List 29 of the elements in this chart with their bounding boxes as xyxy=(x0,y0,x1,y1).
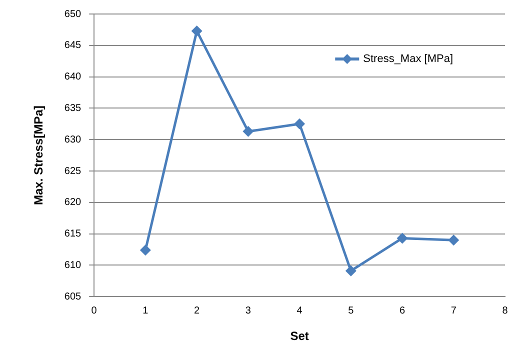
x-tick-label: 3 xyxy=(245,305,252,316)
point xyxy=(396,232,408,244)
point xyxy=(294,118,306,130)
y-axis-title: Max. Stress[MPa] xyxy=(32,106,46,205)
x-tick-label: 8 xyxy=(502,305,508,316)
x-axis-title: Set xyxy=(290,329,309,344)
y-tick-label: 635 xyxy=(64,102,82,114)
x-tick-label: 7 xyxy=(450,305,457,316)
legend-label: Stress_Max [MPa] xyxy=(363,53,453,66)
point xyxy=(140,244,151,256)
x-tick-label: 5 xyxy=(348,305,354,316)
y-tick-label: 650 xyxy=(64,8,82,20)
x-tick-label: 6 xyxy=(399,305,406,316)
point xyxy=(191,25,202,36)
x-tick-label: 0 xyxy=(91,305,98,316)
point xyxy=(345,265,356,276)
y-tick-label: 605 xyxy=(64,291,82,302)
y-tick-label: 625 xyxy=(64,166,82,177)
y-tick-label: 640 xyxy=(64,72,82,83)
x-tick-label: 2 xyxy=(194,305,200,316)
x-tick-label: 1 xyxy=(142,305,149,316)
y-tick-label: 630 xyxy=(64,134,82,146)
point xyxy=(242,126,254,137)
x-tick-label: 4 xyxy=(296,305,303,316)
y-tick-label: 615 xyxy=(64,228,82,240)
y-tick-label: 610 xyxy=(64,260,82,271)
point xyxy=(448,234,460,246)
y-tick-label: 620 xyxy=(64,197,82,208)
y-tick-label: 645 xyxy=(64,40,82,52)
